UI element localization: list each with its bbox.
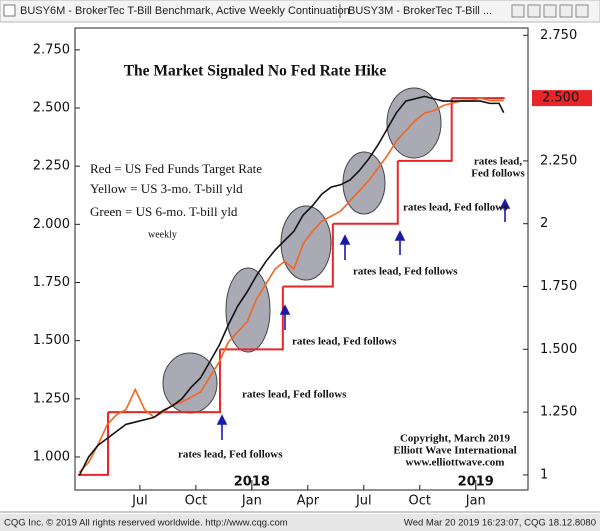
y-tick-label: 2.500 — [33, 101, 70, 116]
year-label: 2019 — [458, 475, 494, 490]
button-maximize[interactable] — [559, 4, 573, 18]
note: Red = US Fed Funds Target Rate — [90, 161, 262, 176]
tab-left: BUSY6M - BrokerTec T-Bill Benchmark, Act… — [20, 5, 350, 17]
x-tick-label: Apr — [297, 494, 320, 509]
note: Green = US 6-mo. T-bill yld — [90, 204, 238, 219]
button-restore[interactable] — [511, 4, 525, 18]
annotation: rates lead, Fed follows — [292, 336, 397, 348]
last-value-label: 2.500 — [542, 91, 579, 106]
y2-tick-label: 1 — [540, 467, 548, 482]
y2-tick-label: 1.750 — [540, 279, 577, 294]
title-bar — [0, 0, 600, 23]
fed-rate-step — [332, 160, 399, 225]
tab-right: BUSY3M - BrokerTec T-Bill ... — [348, 5, 492, 17]
copyright: Copyright, March 2019 — [400, 433, 511, 445]
y-tick-label: 2.750 — [33, 42, 70, 57]
window-buttons[interactable] — [511, 4, 589, 18]
footer-right: Wed Mar 20 2019 16:23:07, CQG 18.12.8080 — [404, 518, 596, 529]
note: weekly — [148, 229, 177, 240]
footer-left: CQG Inc. © 2019 All rights reserved worl… — [4, 518, 288, 529]
highlights — [162, 87, 442, 414]
series-line — [78, 97, 504, 473]
x-tick-label: Oct — [409, 494, 431, 509]
y-tick-label: 1.250 — [33, 391, 70, 406]
annotation: Fed follows — [471, 168, 525, 180]
x-tick-label: Oct — [185, 494, 207, 509]
button-close[interactable] — [575, 4, 589, 18]
y-tick-label: 1.000 — [33, 449, 70, 464]
y2-tick-label: 1.500 — [540, 342, 577, 357]
arrow-head — [394, 230, 406, 241]
y-tick-label: 1.500 — [33, 333, 70, 348]
x-tick-label: Jul — [355, 494, 372, 509]
highlight-ellipse — [342, 151, 386, 215]
annotation: rates lead, Fed follows — [353, 266, 458, 278]
x-tick-label: Jan — [465, 494, 486, 509]
fed-rate-step — [77, 412, 110, 476]
copyright: www.elliottwave.com — [406, 457, 505, 469]
arrow-head — [279, 304, 291, 315]
fed-rate-step — [108, 349, 221, 414]
arrow-head — [339, 234, 351, 245]
annotation: rates lead, Fed follows — [242, 389, 347, 401]
y2-tick-label: 2.750 — [540, 28, 577, 43]
y2-tick-label: 2 — [540, 216, 548, 231]
arrow-head — [499, 198, 511, 209]
series-line — [78, 95, 505, 476]
y-tick-label: 2.250 — [33, 159, 70, 174]
chart-title: The Market Signaled No Fed Rate Hike — [124, 63, 387, 80]
highlight-ellipse — [280, 205, 332, 281]
x-tick-label: Jul — [131, 494, 148, 509]
note: Yellow = US 3-mo. T-bill yld — [90, 181, 243, 196]
y-tick-label: 2.000 — [33, 217, 70, 232]
button-minimize[interactable] — [543, 4, 557, 18]
fed-rate-step — [397, 98, 453, 162]
y-tick-label: 1.750 — [33, 275, 70, 290]
button-list[interactable] — [527, 4, 541, 18]
annotation: rates lead, Fed follows — [178, 449, 283, 461]
fed-rate-step — [219, 286, 284, 351]
arrows — [216, 198, 511, 440]
arrow-head — [216, 414, 228, 425]
status-bar — [0, 514, 600, 531]
year-label: 2018 — [234, 475, 270, 490]
x-tick-label: Jan — [241, 494, 262, 509]
window-icon — [3, 4, 16, 17]
fed-rate-step — [282, 223, 334, 288]
y2-tick-label: 2.250 — [540, 153, 577, 168]
annotation: rates lead, Fed follows — [403, 202, 508, 214]
highlight-ellipse — [225, 267, 271, 353]
last-value-box — [532, 90, 592, 107]
data-layer — [77, 95, 505, 476]
y2-tick-label: 1.250 — [540, 405, 577, 420]
annotation: rates lead, — [474, 156, 523, 168]
copyright: Elliott Wave International — [393, 445, 516, 457]
